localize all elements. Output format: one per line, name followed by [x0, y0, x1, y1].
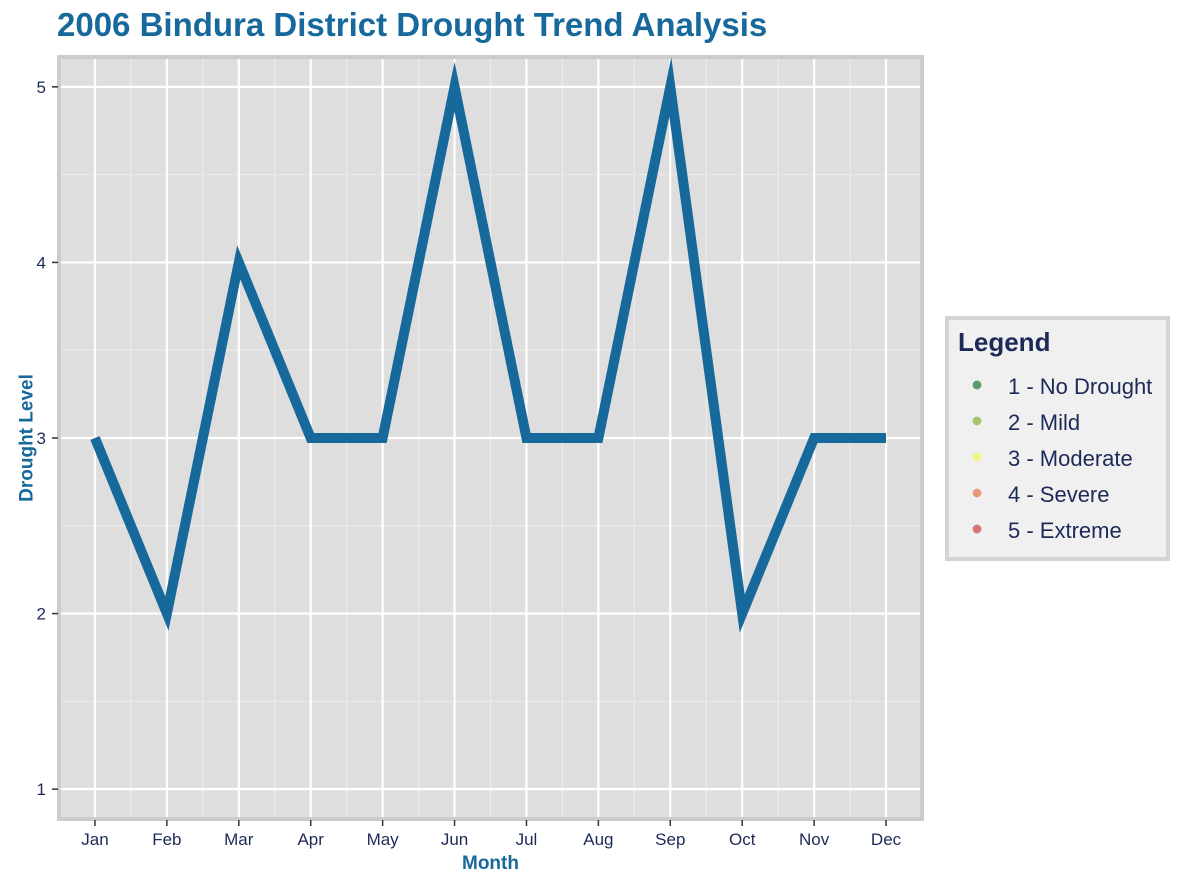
- x-tick-label: Jun: [441, 830, 468, 849]
- legend-box: [945, 316, 1170, 561]
- legend-label: 3 - Moderate: [1008, 446, 1133, 471]
- legend-title: Legend: [958, 327, 1050, 357]
- legend-key: [972, 524, 982, 534]
- legend-item: 1 - No Drought: [972, 374, 1152, 399]
- legend-key: [972, 452, 982, 462]
- legend-label: 2 - Mild: [1008, 410, 1080, 435]
- legend-label: 5 - Extreme: [1008, 518, 1122, 543]
- legend-item: 5 - Extreme: [972, 518, 1122, 543]
- x-tick-label: Jan: [81, 830, 108, 849]
- x-axis: Jan Feb Mar Apr May Jun Jul Aug Sep Oct Nov Dec: [81, 820, 902, 849]
- x-tick-label: Feb: [152, 830, 181, 849]
- legend: Legend 1 - No Drought 2 - Mild 3 - Moderat…: [945, 316, 1170, 561]
- series-layer: [90, 57, 887, 633]
- y-tick-label: 4: [37, 253, 46, 272]
- x-tick-label: Nov: [799, 830, 830, 849]
- legend-label: 1 - No Drought: [1008, 374, 1152, 399]
- x-tick-label: Sep: [655, 830, 685, 849]
- legend-item: 4 - Severe: [972, 482, 1110, 507]
- chart-title: 2006 Bindura District Drought Trend Anal…: [57, 6, 767, 43]
- x-tick-label: May: [367, 830, 400, 849]
- legend-key: [972, 488, 982, 498]
- y-tick-label: 3: [37, 429, 46, 448]
- x-tick-label: Mar: [224, 830, 254, 849]
- y-axis: 1 2 3 4 5: [37, 78, 58, 799]
- y-axis-title: Drought Level: [17, 374, 38, 502]
- legend-item: 3 - Moderate: [972, 446, 1133, 471]
- y-tick-label: 1: [37, 780, 46, 799]
- legend-label: 4 - Severe: [1008, 482, 1110, 507]
- legend-key: [972, 416, 982, 426]
- y-tick-label: 2: [37, 605, 46, 624]
- x-tick-label: Dec: [871, 830, 902, 849]
- legend-key: [972, 380, 982, 390]
- x-tick-label: Apr: [297, 830, 324, 849]
- series-line: [90, 57, 887, 633]
- x-axis-title: Month: [462, 853, 519, 874]
- x-tick-label: Aug: [583, 830, 613, 849]
- x-tick-label: Jul: [516, 830, 538, 849]
- legend-items: 1 - No Drought 2 - Mild 3 - Moderate 4 - Se…: [972, 374, 1152, 543]
- x-tick-label: Oct: [729, 830, 756, 849]
- y-tick-label: 5: [37, 78, 46, 97]
- legend-item: 2 - Mild: [972, 410, 1080, 435]
